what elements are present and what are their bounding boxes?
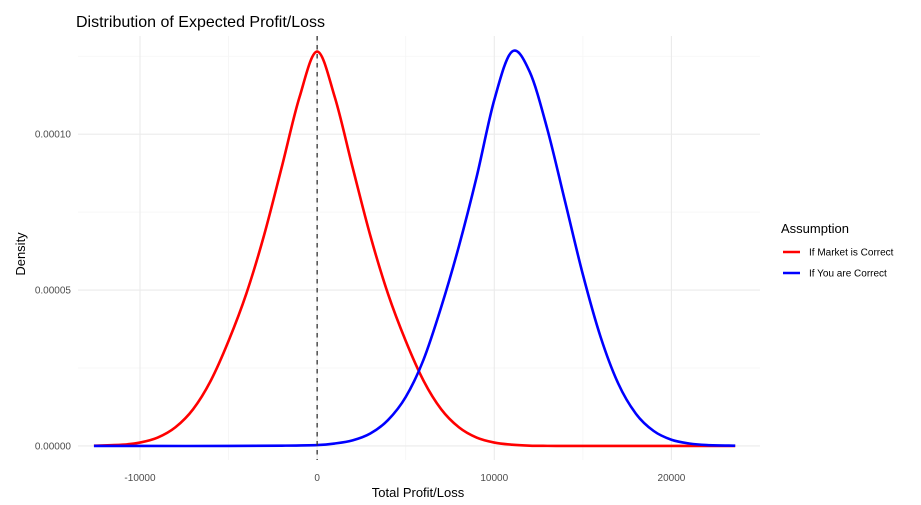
legend-entry-label: If You are Correct [809, 269, 887, 280]
series-line-market-correct [93, 50, 736, 448]
legend-title: Assumption [781, 221, 849, 236]
y-axis: 0.00000 0.00005 0.00010 [35, 130, 72, 453]
y-tick-label: 0.00000 [35, 441, 72, 452]
x-tick-label: 10000 [480, 473, 508, 484]
grid-lines [78, 36, 760, 460]
x-axis-title: Total Profit/Loss [372, 485, 465, 500]
legend: Assumption If Market is Correct If You ar… [781, 221, 894, 280]
y-tick-label: 0.00005 [35, 286, 72, 297]
y-axis-title: Density [13, 232, 28, 276]
y-tick-label: 0.00010 [35, 130, 72, 141]
chart-title: Distribution of Expected Profit/Loss [76, 14, 325, 31]
series-layer [93, 49, 736, 448]
legend-entry-label: If Market is Correct [809, 248, 894, 259]
x-tick-label: 0 [314, 473, 320, 484]
x-tick-label: -10000 [124, 473, 156, 484]
x-tick-label: 20000 [658, 473, 686, 484]
x-axis: -10000 0 10000 20000 [124, 473, 685, 484]
series-line-you-correct [93, 49, 736, 448]
